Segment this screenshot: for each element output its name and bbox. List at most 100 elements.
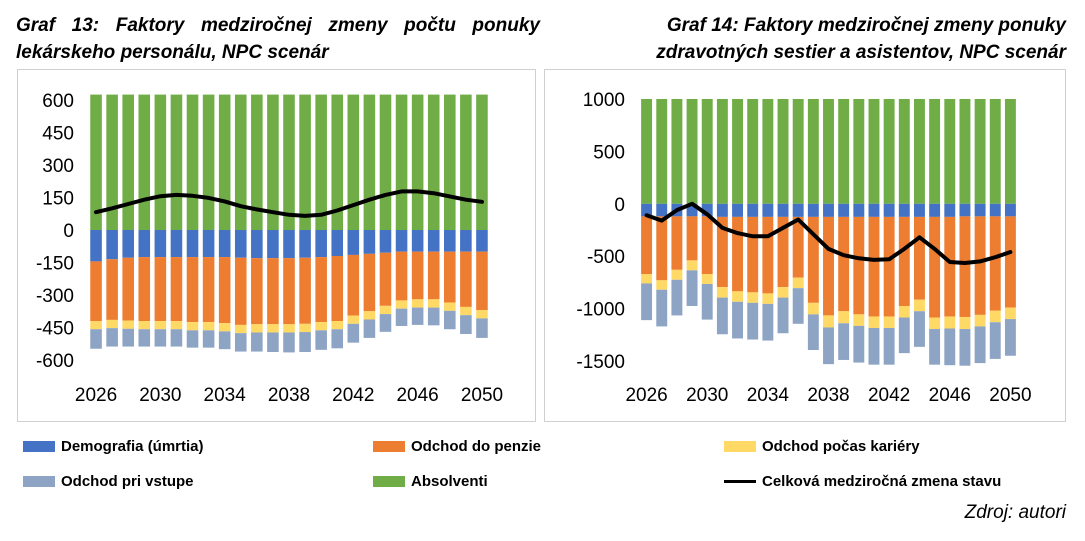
left-bar-penzia-2038 xyxy=(283,258,295,325)
right-bar-vstup-2028 xyxy=(671,279,683,316)
right-bar-absolventi-2044 xyxy=(914,99,925,204)
right-bar-kariera-2032 xyxy=(732,291,743,302)
left-bar-vstup-2033 xyxy=(202,330,215,348)
right-bar-vstup-2035 xyxy=(777,297,789,334)
left-x-tick-label: 2046 xyxy=(396,385,438,406)
right-bar-penzia-2048 xyxy=(974,216,986,315)
right-bar-vstup-2032 xyxy=(732,301,743,339)
right-bar-kariera-2041 xyxy=(868,316,880,328)
left-bar-absolventi-2036 xyxy=(251,94,263,230)
right-bar-absolventi-2028 xyxy=(671,99,683,204)
left-bar-absolventi-2047 xyxy=(427,94,440,230)
right-bar-demografia-2031 xyxy=(716,203,728,217)
right-bar-demografia-2030 xyxy=(701,203,713,217)
right-bar-kariera-2026 xyxy=(641,274,653,284)
left-bar-penzia-2029 xyxy=(138,257,151,321)
right-bar-penzia-2030 xyxy=(701,216,713,275)
left-bar-vstup-2045 xyxy=(395,308,408,326)
right-bar-kariera-2039 xyxy=(838,311,850,324)
right-bar-kariera-2038 xyxy=(823,315,834,328)
right-x-tick-label: 2050 xyxy=(989,385,1031,406)
left-bar-kariera-2044 xyxy=(379,305,392,315)
left-bar-vstup-2037 xyxy=(267,332,279,352)
chart-right: 1000 500 0 -500 -1000 -1500 2026 2030 2034 2038 20… xyxy=(544,69,1066,422)
left-bar-vstup-2041 xyxy=(331,329,344,349)
right-bar-demografia-2047 xyxy=(959,203,971,217)
right-bar-vstup-2050 xyxy=(1004,319,1016,356)
left-bar-penzia-2041 xyxy=(331,256,344,321)
right-bar-absolventi-2032 xyxy=(732,99,743,204)
left-bar-penzia-2031 xyxy=(170,257,183,321)
right-bar-absolventi-2031 xyxy=(716,99,728,204)
right-bar-vstup-2041 xyxy=(868,327,880,365)
right-bar-absolventi-2045 xyxy=(929,99,941,204)
right-bar-kariera-2040 xyxy=(853,314,865,326)
legend-item-penzia: Odchod do penzie xyxy=(373,436,541,456)
left-bar-vstup-2040 xyxy=(315,330,327,350)
left-bar-absolventi-2031 xyxy=(170,94,183,230)
left-bar-absolventi-2030 xyxy=(154,94,167,230)
left-bar-penzia-2034 xyxy=(218,257,231,324)
right-bar-penzia-2046 xyxy=(944,216,956,317)
left-bar-penzia-2045 xyxy=(395,251,408,301)
right-bar-penzia-2041 xyxy=(868,216,880,317)
left-bar-demografia-2035 xyxy=(234,230,247,258)
right-bar-kariera-2047 xyxy=(959,316,971,330)
right-bar-penzia-2042 xyxy=(883,216,895,317)
left-bar-absolventi-2037 xyxy=(267,94,279,230)
left-bar-kariera-2026 xyxy=(90,321,102,330)
right-bar-kariera-2027 xyxy=(656,280,668,290)
legend-swatch-demografia xyxy=(23,440,55,452)
right-bar-absolventi-2029 xyxy=(686,99,698,204)
right-bar-absolventi-2037 xyxy=(807,99,819,204)
right-bar-penzia-2027 xyxy=(656,216,668,281)
chart-title-left: Graf 13: Faktory medziročnej zmeny počtu… xyxy=(16,15,540,63)
left-y-tick-label: -600 xyxy=(36,351,74,372)
left-bar-kariera-2048 xyxy=(444,302,456,311)
right-bar-demografia-2034 xyxy=(762,203,774,217)
right-bar-absolventi-2040 xyxy=(853,99,865,204)
legend-item-demografia: Demografia (úmrtia) xyxy=(23,436,204,456)
right-bar-vstup-2042 xyxy=(883,327,895,365)
legend-label-kariera: Odchod počas kariéry xyxy=(762,437,920,455)
legend-label-absolventi: Absolventi xyxy=(411,472,488,490)
left-bar-vstup-2034 xyxy=(218,331,231,350)
left-y-tick-label: 300 xyxy=(42,156,74,177)
left-bar-kariera-2028 xyxy=(122,320,134,329)
left-bar-penzia-2047 xyxy=(427,251,440,300)
right-bar-vstup-2040 xyxy=(853,325,865,363)
legend-item-celkova: Celková medziročná zmena stavu xyxy=(724,471,1001,491)
left-bar-demografia-2031 xyxy=(170,230,183,258)
left-bar-penzia-2027 xyxy=(106,259,118,320)
left-bar-absolventi-2032 xyxy=(186,94,199,230)
left-bar-absolventi-2029 xyxy=(138,94,151,230)
left-x-tick-label: 2050 xyxy=(461,385,503,406)
right-bar-vstup-2029 xyxy=(686,270,698,306)
right-bar-vstup-2048 xyxy=(974,326,986,364)
left-bar-kariera-2040 xyxy=(315,322,327,331)
left-bar-penzia-2026 xyxy=(90,261,102,321)
right-bar-absolventi-2039 xyxy=(838,99,850,204)
legend-swatch-vstup xyxy=(23,475,55,487)
left-bar-demografia-2030 xyxy=(154,230,167,258)
left-bar-penzia-2036 xyxy=(251,258,263,325)
right-bar-demografia-2035 xyxy=(777,203,789,217)
right-bar-vstup-2036 xyxy=(792,288,804,324)
left-x-tick-label: 2026 xyxy=(75,385,117,406)
right-x-tick-label: 2026 xyxy=(625,385,667,406)
left-x-tick-label: 2042 xyxy=(332,385,374,406)
left-bar-demografia-2034 xyxy=(218,230,231,258)
right-bar-kariera-2043 xyxy=(898,305,910,318)
left-y-tick-label: -300 xyxy=(36,286,74,307)
left-bar-demografia-2027 xyxy=(106,230,118,260)
right-bar-penzia-2043 xyxy=(898,216,910,306)
left-bar-kariera-2030 xyxy=(154,321,167,330)
left-bar-absolventi-2026 xyxy=(90,94,102,230)
right-bar-demografia-2029 xyxy=(686,203,698,217)
right-bar-absolventi-2048 xyxy=(974,99,986,204)
left-bar-vstup-2042 xyxy=(347,323,360,343)
left-bar-kariera-2033 xyxy=(202,322,215,331)
legend-item-vstup: Odchod pri vstupe xyxy=(23,471,194,491)
left-bar-demografia-2029 xyxy=(138,230,151,258)
left-bar-penzia-2043 xyxy=(363,253,376,312)
